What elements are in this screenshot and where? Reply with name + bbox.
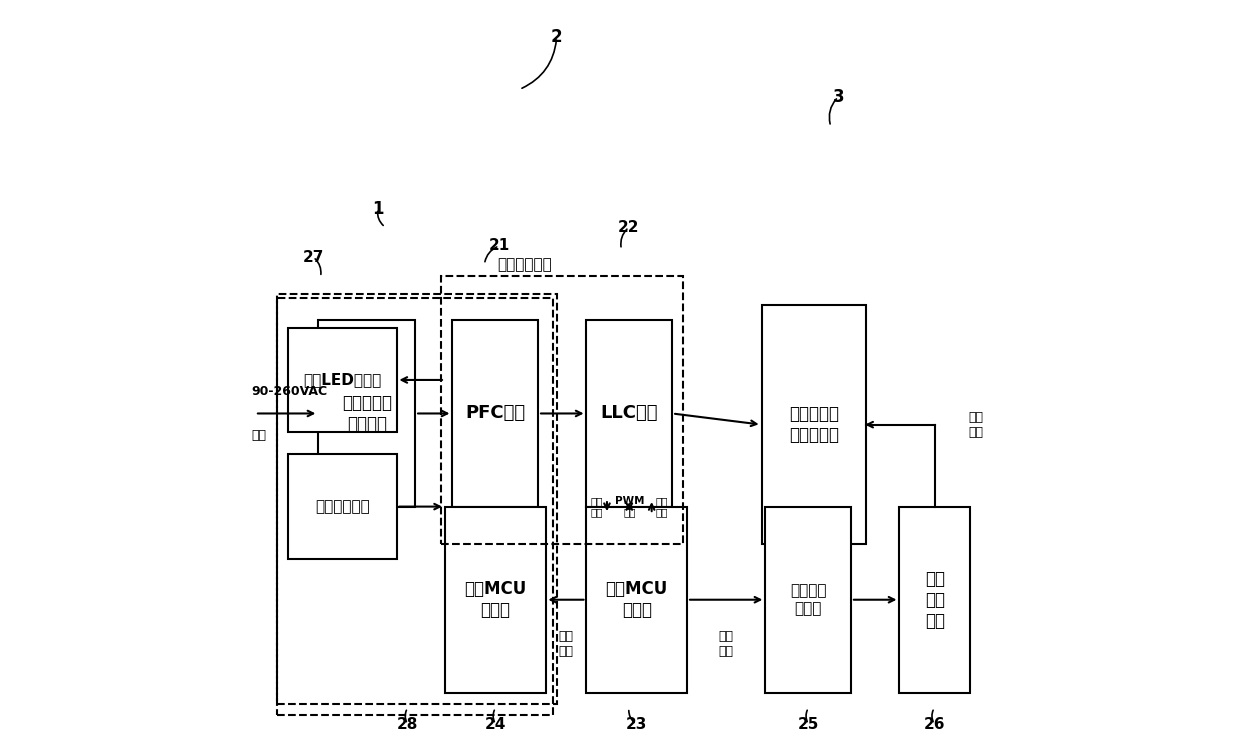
Text: 第二MCU
处理器: 第二MCU 处理器: [464, 580, 526, 619]
Text: 25: 25: [797, 717, 820, 732]
FancyBboxPatch shape: [319, 320, 415, 507]
Text: 90-260VAC: 90-260VAC: [252, 384, 327, 398]
Text: PFC电路: PFC电路: [465, 405, 526, 422]
Text: 26: 26: [924, 717, 945, 732]
Text: 显示
数据: 显示 数据: [558, 630, 573, 659]
Text: 第一变换电路: 第一变换电路: [497, 257, 552, 272]
Text: 22: 22: [619, 220, 640, 235]
Text: 工作
控制: 工作 控制: [590, 496, 603, 517]
Text: 功率
检测: 功率 检测: [656, 496, 668, 517]
FancyBboxPatch shape: [587, 507, 687, 693]
Text: 多路LED双色灯: 多路LED双色灯: [304, 372, 382, 387]
Text: 21: 21: [489, 238, 510, 253]
FancyBboxPatch shape: [899, 507, 970, 693]
Text: 27: 27: [303, 250, 324, 264]
Text: 输入: 输入: [252, 429, 267, 443]
Text: 23: 23: [626, 717, 647, 732]
Text: 第一MCU
处理器: 第一MCU 处理器: [605, 580, 668, 619]
FancyBboxPatch shape: [761, 305, 866, 544]
Text: 24: 24: [485, 717, 506, 732]
Text: LLC电路: LLC电路: [600, 405, 658, 422]
Text: 3: 3: [832, 88, 844, 106]
Text: 1: 1: [372, 200, 383, 218]
Text: 多路光耦
隔离器: 多路光耦 隔离器: [790, 583, 826, 616]
FancyBboxPatch shape: [587, 320, 672, 507]
FancyBboxPatch shape: [445, 507, 546, 693]
FancyBboxPatch shape: [765, 507, 851, 693]
Text: 2: 2: [551, 28, 563, 46]
Text: 切换
线圈: 切换 线圈: [968, 410, 983, 439]
Text: 切换
控制: 切换 控制: [719, 630, 734, 659]
FancyBboxPatch shape: [289, 328, 397, 432]
Text: PWM
控制: PWM 控制: [615, 496, 644, 517]
Text: 滤波及第一
整流电路: 滤波及第一 整流电路: [342, 394, 392, 433]
Text: 多路
电子
开关: 多路 电子 开关: [925, 570, 945, 630]
Text: 28: 28: [397, 717, 418, 732]
FancyBboxPatch shape: [453, 320, 538, 507]
Text: 多路无线充
电发射线圈: 多路无线充 电发射线圈: [789, 405, 838, 444]
Text: 多路接触开关: 多路接触开关: [315, 499, 370, 514]
FancyBboxPatch shape: [289, 454, 397, 559]
